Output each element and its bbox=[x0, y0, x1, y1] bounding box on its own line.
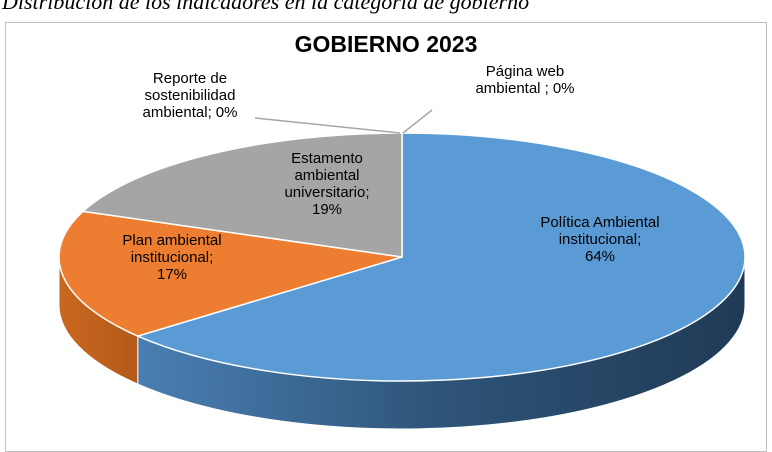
data-label: Estamento ambiental universitario; 19% bbox=[267, 150, 387, 218]
category-label: Estamento ambiental universitario; bbox=[284, 150, 370, 201]
data-label: Reporte de sostenibilidad ambiental; 0% bbox=[125, 70, 255, 121]
value-label: 0% bbox=[215, 104, 238, 121]
slice bbox=[81, 132, 403, 258]
category-label: Reporte de sostenibilidad ambiental; bbox=[142, 70, 236, 121]
value-label: 17% bbox=[156, 266, 188, 283]
data-label: Política Ambiental institucional; 64% bbox=[540, 214, 660, 265]
category-label: Política Ambiental institucional; bbox=[540, 214, 660, 248]
category-label: Plan ambiental institucional; bbox=[122, 232, 222, 266]
value-label: 64% bbox=[584, 248, 616, 265]
caption: Distribución de los indicadores en la ca… bbox=[2, 0, 530, 14]
value-label: 0% bbox=[552, 80, 575, 97]
category-label: Página web ambiental ; bbox=[475, 63, 565, 97]
data-label: Plan ambiental institucional; 17% bbox=[97, 232, 247, 283]
slice bbox=[135, 132, 746, 382]
leader-line bbox=[402, 109, 433, 134]
leader-line bbox=[254, 117, 401, 134]
value-label: 19% bbox=[311, 201, 343, 218]
data-label: Página web ambiental ; 0% bbox=[465, 63, 585, 97]
slice bbox=[58, 210, 403, 337]
chart-title: GOBIERNO 2023 bbox=[294, 31, 478, 57]
